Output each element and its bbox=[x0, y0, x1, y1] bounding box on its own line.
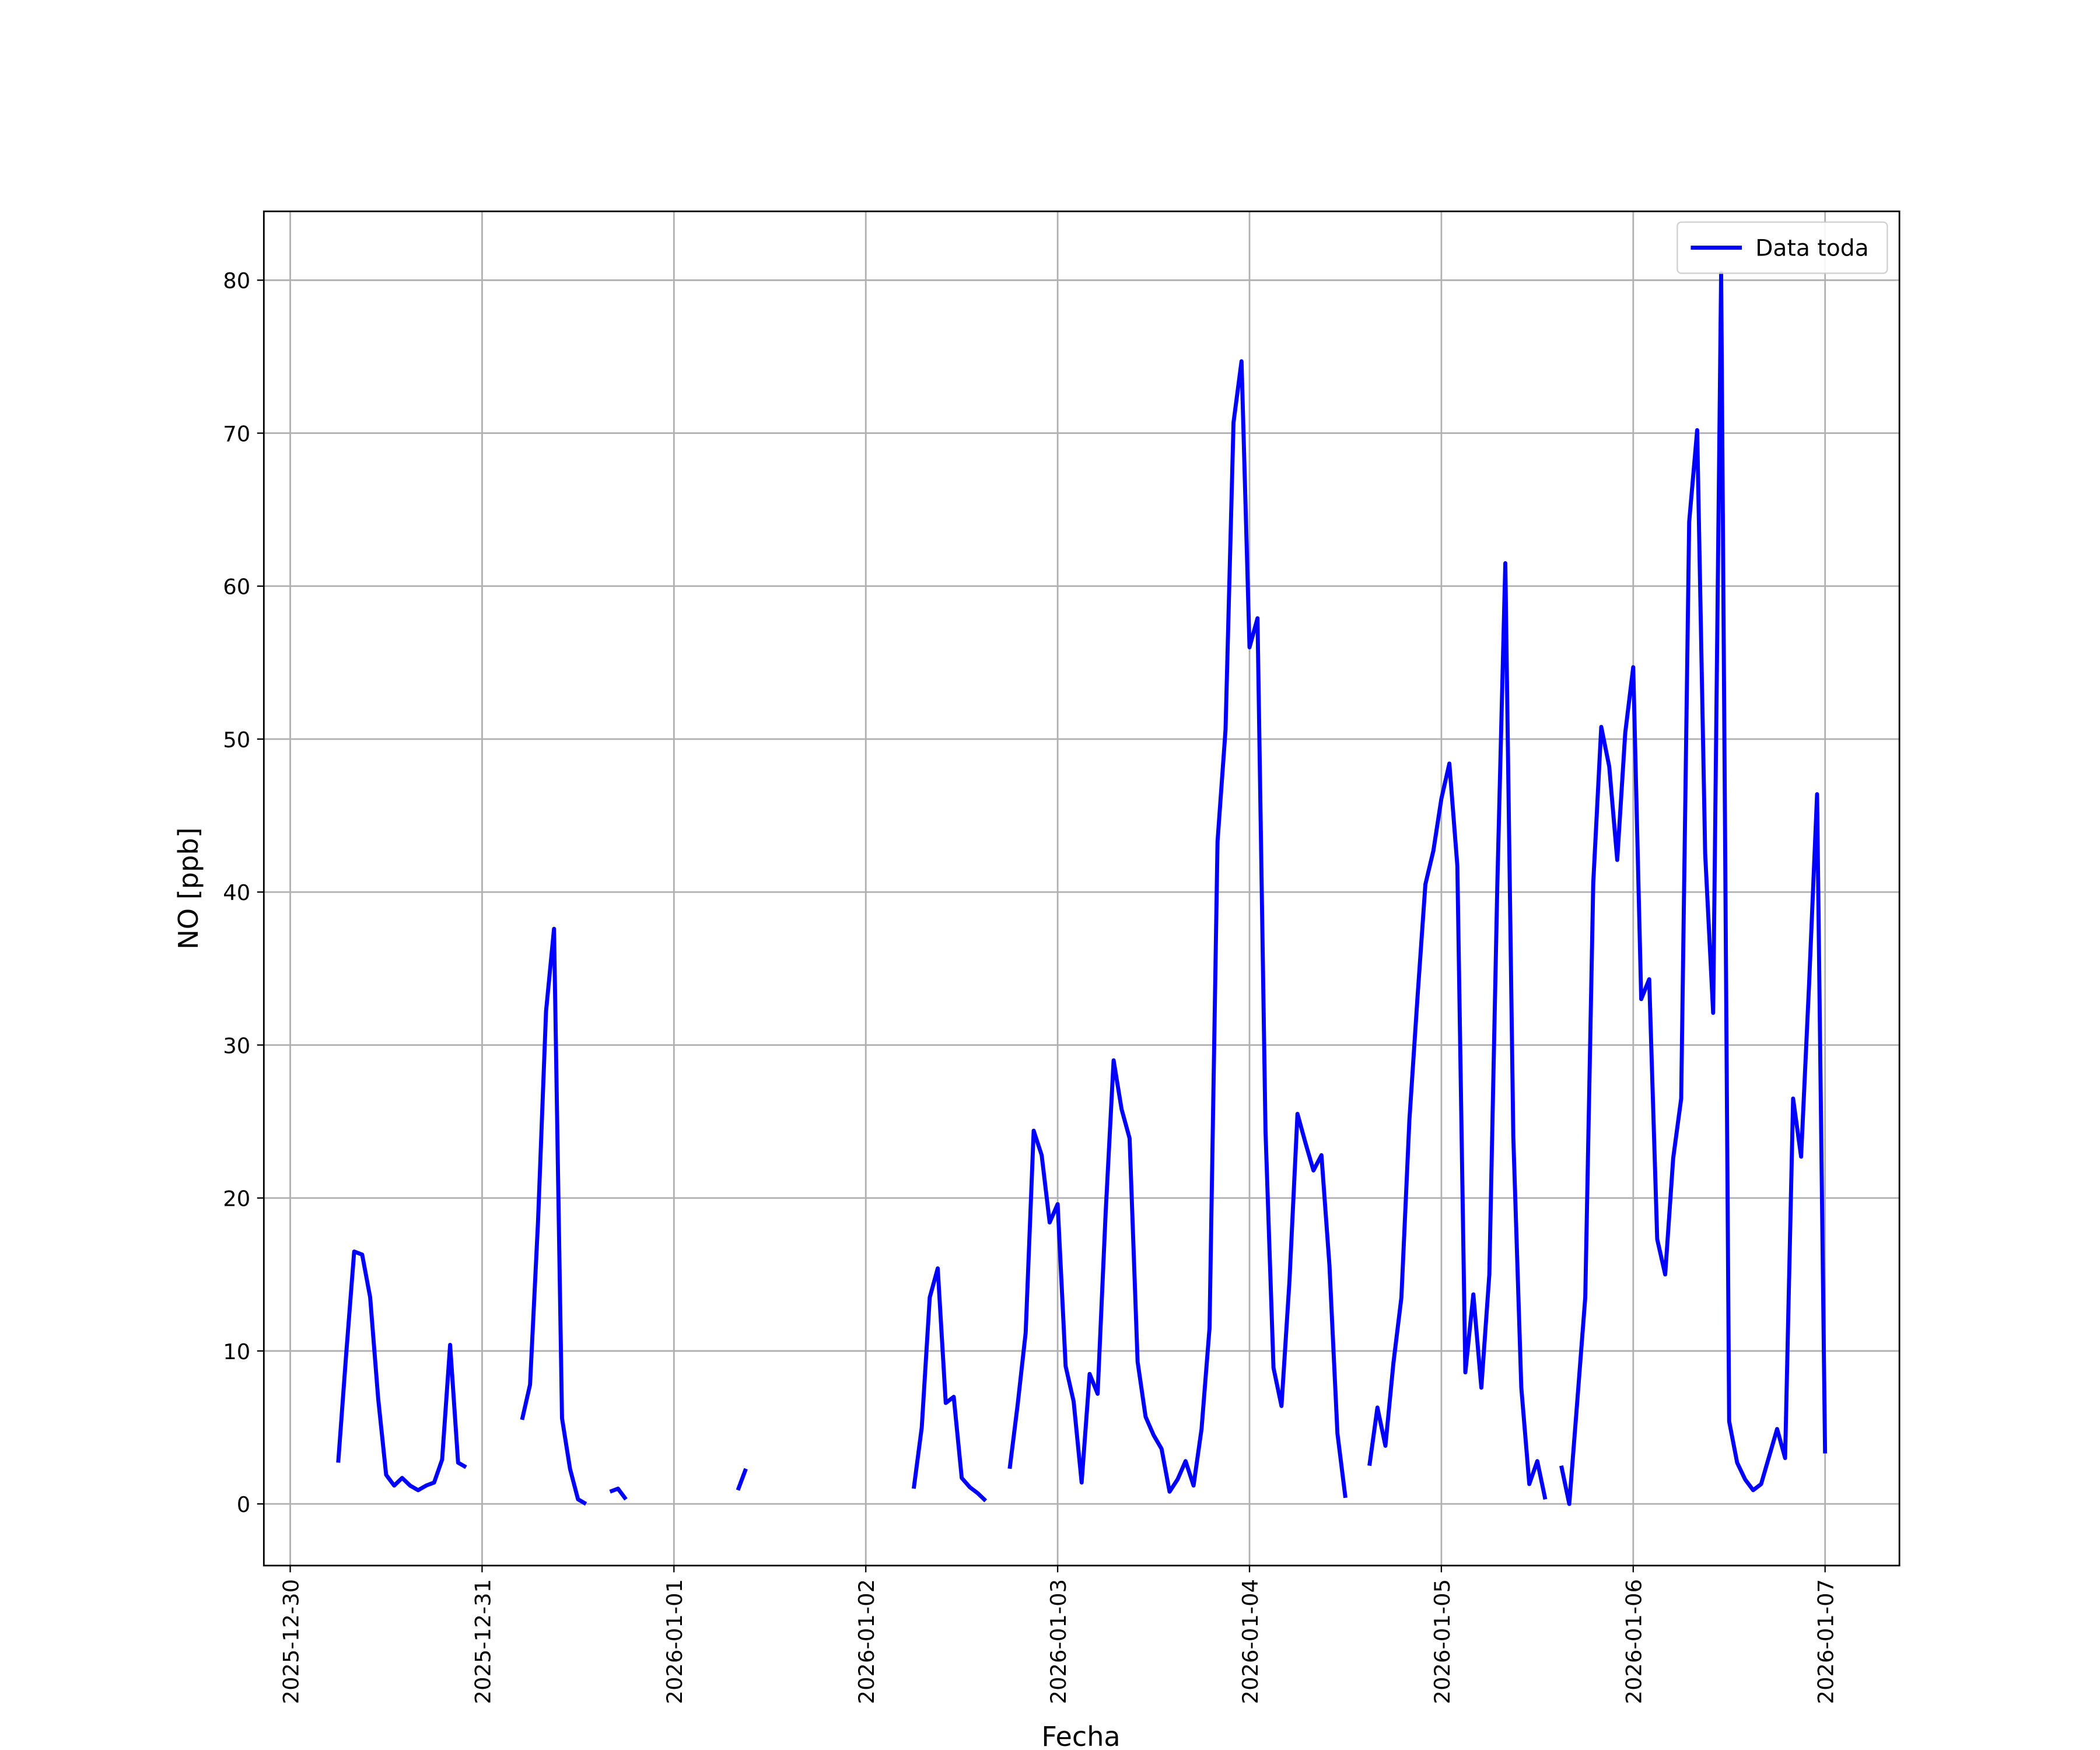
x-tick-label: 2025-12-31 bbox=[470, 1579, 495, 1704]
legend-label: Data toda bbox=[1755, 235, 1868, 261]
y-axis-label: NO [ppb] bbox=[173, 827, 204, 949]
y-tick-label: 60 bbox=[223, 575, 250, 600]
x-tick-label: 2026-01-02 bbox=[854, 1579, 879, 1704]
x-tick-label: 2026-01-07 bbox=[1814, 1579, 1839, 1704]
x-axis-label: Fecha bbox=[1041, 1721, 1120, 1750]
x-tick-label: 2026-01-03 bbox=[1046, 1579, 1071, 1704]
y-tick-label: 80 bbox=[223, 268, 250, 293]
y-tick-label: 20 bbox=[223, 1186, 250, 1212]
y-tick-label: 40 bbox=[223, 880, 250, 905]
x-tick-label: 2026-01-06 bbox=[1622, 1579, 1647, 1704]
y-tick-label: 50 bbox=[223, 727, 250, 752]
y-tick-label: 0 bbox=[237, 1492, 250, 1517]
y-tick-label: 10 bbox=[223, 1339, 250, 1364]
x-tick-label: 2026-01-05 bbox=[1430, 1579, 1455, 1704]
plot-frame bbox=[262, 210, 1901, 1567]
legend-box bbox=[1676, 221, 1888, 274]
x-tick-label: 2026-01-01 bbox=[662, 1579, 687, 1704]
x-tick-label: 2026-01-04 bbox=[1238, 1579, 1263, 1704]
y-tick-label: 30 bbox=[223, 1033, 250, 1058]
data-line bbox=[336, 270, 1828, 1506]
y-tick-label: 70 bbox=[223, 421, 250, 446]
x-tick-label: 2025-12-30 bbox=[278, 1579, 303, 1704]
